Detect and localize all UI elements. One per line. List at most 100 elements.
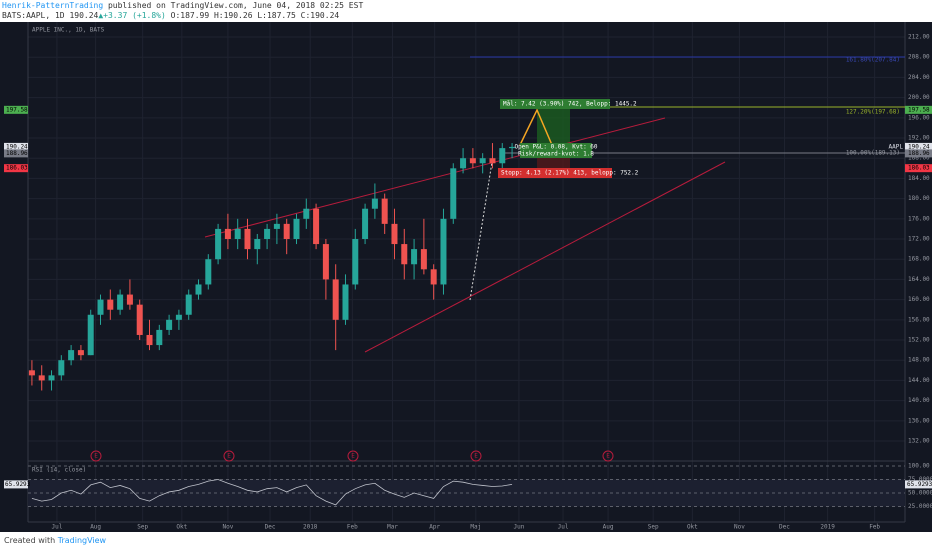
earnings-marker[interactable] [90,450,102,462]
earnings-marker[interactable] [223,450,235,462]
candle-body [28,370,35,376]
rsi-badge [4,480,28,489]
candle-body [479,158,486,164]
price-badge-label: 188.96 [908,150,930,157]
candle-body [117,294,124,310]
x-tick-label: Sep [648,524,659,531]
y-tick-label: 168.00 [908,256,930,263]
chart-title: APPLE INC., 1D, BATS [32,27,105,34]
x-tick-label: Aug [90,524,101,531]
x-tick-label: 2018 [303,524,318,531]
earnings-marker[interactable] [602,450,614,462]
change: ▲+3.37 (+1.8%) [98,11,166,20]
candle-body [342,284,349,320]
price-badge [905,105,932,114]
y-tick-label: 180.00 [908,195,930,202]
x-tick-label: Okt [687,524,698,531]
candle-body [332,279,339,320]
price-badge [905,149,932,158]
chart: APPLE INC., 1D, BATS 161.80%(207.84) 127… [0,22,932,532]
candle-body [303,208,310,219]
candle-body [205,259,212,285]
price-badge [4,105,28,114]
price-badge [4,149,28,158]
stop-box [498,168,612,178]
candle-body [68,350,75,361]
chart-bg [0,22,932,532]
x-tick-label: Sep [137,524,148,531]
price-badge-label: 197.58 [908,106,930,113]
candle-body [185,294,192,315]
earnings-text: E [227,453,231,460]
candle-body [273,223,280,229]
candle-body [38,375,45,381]
x-tick-label: Maj [470,524,481,531]
candle-body [48,375,55,381]
y-tick-label: 152.00 [908,337,930,344]
stop-text: Stopp: 4.13 (2.17%) 413, belopp: 752.2 [501,170,639,177]
symbol-line: BATS:AAPL, 1D 190.24▲+3.37 (+1.8%) O:187… [2,11,363,21]
candle-body [87,314,94,356]
trend-line[interactable] [364,161,726,353]
y-tick-label: 132.00 [908,438,930,445]
candle-body [469,158,476,164]
candle-body [489,158,496,164]
path-line [469,161,493,301]
candle-body [322,244,329,280]
x-tick-label: Apr [429,524,440,531]
brand[interactable]: TradingView [57,536,107,545]
candle-body [195,284,202,295]
price-badge-label: 188.96 [6,150,28,157]
candle-body [430,269,437,285]
symbol-tag: AAPL [889,143,904,150]
candle-body [126,294,133,305]
rsi-line [31,479,513,506]
earnings-text: E [351,453,355,460]
created: Created with [4,536,56,545]
candle-body [440,218,447,285]
y-tick-label: 140.00 [908,397,930,404]
x-tick-label: Okt [176,524,187,531]
author[interactable]: Henrik-PatternTrading [2,1,104,10]
candle-body [146,334,153,346]
x-tick-label: Mar [387,524,398,531]
pl-box [520,143,592,158]
earnings-text: E [474,453,478,460]
rsi-badge [905,480,932,489]
rr-text: Risk/reward-kvot: 1.8 [518,151,594,158]
x-tick-label: Feb [347,524,358,531]
candle-body [411,249,418,265]
y-tick-label: 100.00 [908,463,930,470]
candle-body [166,319,173,330]
candle-body [136,304,143,335]
x-tick-label: Jul [558,524,569,531]
candle-body [97,299,104,315]
price-badge [905,164,932,173]
earnings [90,450,614,462]
y-tick-label: 212.00 [908,34,930,41]
candle-body [381,198,388,224]
y-tick-label: 200.00 [908,94,930,101]
y-tick-label: 208.00 [908,54,930,61]
trend-line[interactable] [204,117,666,238]
candle-body [107,299,114,310]
y-tick-label: 172.00 [908,236,930,243]
candle-body [450,168,457,219]
fib-label: 100.00%(189.13) [846,150,900,157]
earnings-marker[interactable] [347,450,359,462]
candles [28,143,516,391]
candle-body [509,146,516,149]
candle-body [391,223,398,245]
y-tick-label: 176.00 [908,215,930,222]
earnings-text: E [606,453,610,460]
publish-line: Henrik-PatternTrading published on Tradi… [2,1,363,11]
candle-body [244,228,251,250]
earnings-text: E [94,453,98,460]
price-badge-label: 190.24 [6,143,28,150]
y-tick-label: 188.00 [908,155,930,162]
y-tick-label: 144.00 [908,377,930,384]
earnings-marker[interactable] [470,450,482,462]
y-tick-label: 164.00 [908,276,930,283]
candle-body [58,360,65,376]
